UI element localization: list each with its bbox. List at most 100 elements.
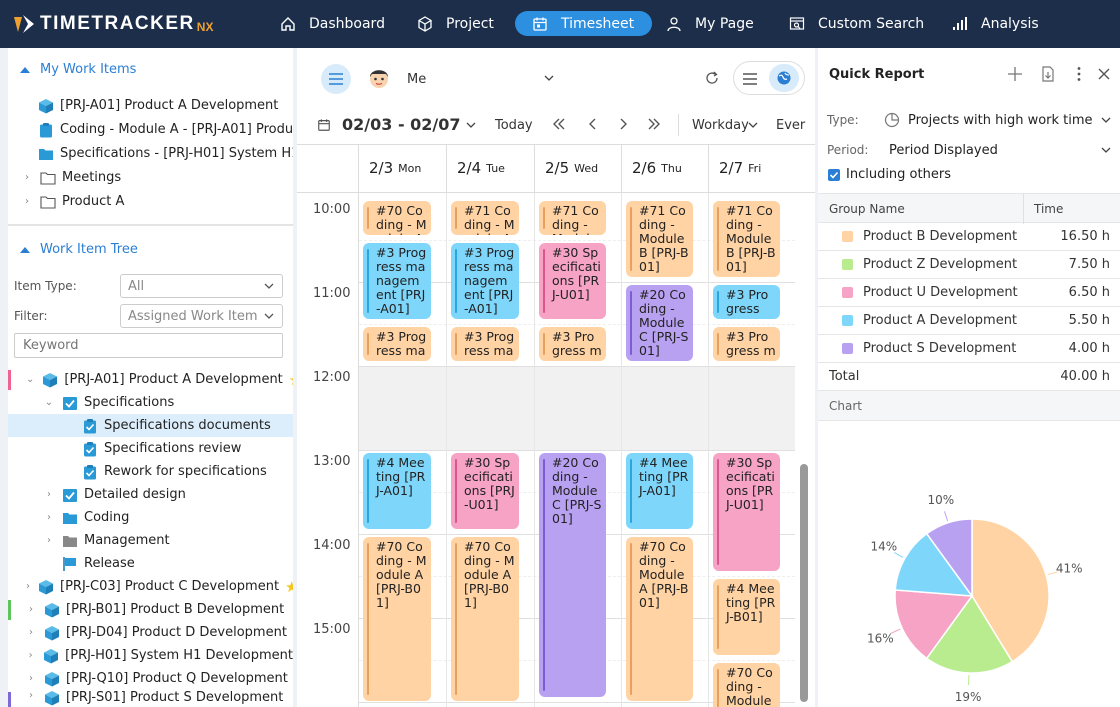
- col-group-name[interactable]: Group Name: [829, 202, 905, 216]
- report-row[interactable]: Product Z Development 7.50 h: [818, 251, 1120, 279]
- time-entry[interactable]: #70 Coding - Module A [PRJ-B01]: [363, 537, 431, 701]
- tree-item-project[interactable]: ⌄ [PRJ-A01] Product A Development ★: [26, 368, 293, 391]
- item-type-select[interactable]: All: [120, 274, 283, 298]
- app-logo[interactable]: TIMETRACKER NX: [12, 10, 213, 38]
- report-row[interactable]: Product B Development 16.50 h: [818, 223, 1120, 251]
- my-work-item[interactable]: Coding - Module A - [PRJ-A01] Product A …: [38, 118, 293, 141]
- pie-slice[interactable]: [894, 589, 974, 660]
- avatar[interactable]: [366, 65, 392, 91]
- tree-item-task[interactable]: Specifications documents: [82, 414, 293, 437]
- nav-my-page[interactable]: My Page: [665, 11, 754, 36]
- nav-dashboard[interactable]: Dashboard: [279, 11, 385, 36]
- chevron-right-icon[interactable]: ›: [28, 650, 33, 661]
- nav-analysis[interactable]: Analysis: [951, 11, 1039, 36]
- type-select[interactable]: Projects with high work time: [884, 110, 1114, 130]
- tree-item-project[interactable]: › [PRJ-H01] System H1 Development: [26, 644, 293, 667]
- user-name[interactable]: Me: [407, 72, 427, 87]
- time-entry[interactable]: #3 Progress manage: [713, 327, 780, 361]
- period-select[interactable]: Period Displayed: [884, 140, 1114, 160]
- day-header-mon[interactable]: 2/3 Mon: [358, 144, 446, 192]
- time-entry[interactable]: #71 Coding - Module B [PRJ-B01]: [626, 201, 693, 277]
- refresh-icon[interactable]: [704, 70, 720, 90]
- pie-slice[interactable]: [925, 518, 973, 599]
- chevron-right-icon[interactable]: ›: [25, 196, 29, 207]
- tree-item-project[interactable]: › [PRJ-B01] Product B Development: [26, 598, 293, 621]
- chevron-right-icon[interactable]: ›: [47, 489, 51, 500]
- time-entry[interactable]: #70 Coding - Module A [PRJ-B01]: [626, 537, 693, 701]
- pie-slice[interactable]: [925, 594, 1014, 674]
- report-row[interactable]: Product S Development 4.00 h: [818, 335, 1120, 363]
- tree-item-project[interactable]: › [PRJ-Q10] Product Q Development: [26, 667, 293, 690]
- my-work-item[interactable]: › Product A: [22, 190, 277, 213]
- list-view-icon[interactable]: [743, 73, 757, 89]
- prev-week-icon[interactable]: [551, 116, 567, 136]
- chevron-right-icon[interactable]: ›: [25, 172, 29, 183]
- user-dropdown-chevron-icon[interactable]: [543, 72, 555, 88]
- star-icon[interactable]: ★: [289, 371, 293, 389]
- chevron-right-icon[interactable]: ›: [47, 535, 51, 546]
- date-range[interactable]: 02/03 - 02/07: [342, 115, 461, 134]
- report-row[interactable]: Product U Development 6.50 h: [818, 279, 1120, 307]
- day-header-thu[interactable]: 2/6 Thu: [621, 144, 708, 192]
- tree-item-project[interactable]: › [PRJ-D04] Product D Development: [26, 621, 293, 644]
- star-icon[interactable]: ★: [285, 577, 293, 596]
- chevron-right-icon[interactable]: ›: [47, 512, 51, 523]
- my-work-item[interactable]: Specifications - [PRJ-H01] System H1 Dev…: [38, 142, 293, 165]
- chevron-right-icon[interactable]: ›: [29, 604, 33, 615]
- time-entry[interactable]: #30 Specifications [PRJ-U01]: [539, 243, 606, 319]
- today-button[interactable]: Today: [495, 118, 533, 133]
- next-week-icon[interactable]: [646, 116, 662, 136]
- time-entry[interactable]: #3 Progress management [PRJ-A01]: [451, 243, 519, 319]
- day-header-fri[interactable]: 2/7 Fri: [708, 144, 795, 192]
- tree-item-project[interactable]: › [PRJ-C03] Product C Development ★: [26, 575, 293, 598]
- time-entry[interactable]: #71 Coding - Module B [PRJ-B01]: [713, 201, 780, 277]
- time-entry[interactable]: #3 Progress manage: [539, 327, 606, 361]
- my-work-item[interactable]: [PRJ-A01] Product A Development: [38, 94, 293, 117]
- chevron-right-icon[interactable]: ›: [29, 627, 33, 638]
- tree-item-folder[interactable]: ⌄ Specifications: [44, 391, 293, 414]
- pie-slice[interactable]: [894, 532, 974, 597]
- time-entry[interactable]: #71 Coding - Module A: [451, 201, 519, 235]
- download-icon[interactable]: [1041, 66, 1055, 86]
- time-entry[interactable]: #70 Coding - Module: [713, 663, 780, 707]
- nav-custom-search[interactable]: Custom Search: [788, 11, 924, 36]
- date-range-chevron-icon[interactable]: [465, 119, 477, 135]
- tree-item-folder[interactable]: › Coding: [44, 506, 293, 529]
- workday-chevron-icon[interactable]: [747, 119, 759, 135]
- time-entry[interactable]: #3 Progress: [713, 285, 780, 319]
- menu-toggle-button[interactable]: [321, 64, 351, 94]
- time-entry[interactable]: #3 Progress management [PRJ-A01]: [363, 243, 431, 319]
- day-header-tue[interactable]: 2/4 Tue: [446, 144, 534, 192]
- including-others-checkbox[interactable]: Including others: [828, 167, 951, 182]
- chevron-down-icon[interactable]: ⌄: [26, 374, 35, 385]
- tree-item-milestone[interactable]: Release: [62, 552, 293, 575]
- time-entry[interactable]: #3 Progress management: [363, 327, 431, 361]
- day-header-wed[interactable]: 2/5 Wed: [534, 144, 621, 192]
- tree-item-folder[interactable]: › Management: [44, 529, 293, 552]
- chevron-down-icon[interactable]: ⌄: [44, 397, 54, 408]
- next-day-icon[interactable]: [615, 116, 631, 136]
- col-time[interactable]: Time: [1034, 202, 1064, 216]
- globe-view-icon[interactable]: [769, 64, 799, 92]
- more-options-icon[interactable]: [1076, 66, 1082, 86]
- time-entry[interactable]: #30 Specifications [PRJ-U01]: [713, 453, 780, 571]
- nav-timesheet[interactable]: Timesheet: [515, 11, 653, 36]
- chevron-right-icon[interactable]: ›: [26, 581, 30, 592]
- tree-item-folder[interactable]: › Detailed design: [44, 483, 293, 506]
- tree-item-task[interactable]: Specifications review: [82, 437, 293, 460]
- time-entry[interactable]: #4 Meeting [PRJ-A01]: [626, 453, 693, 529]
- workday-select[interactable]: Workday: [692, 118, 749, 133]
- every-select[interactable]: Ever: [776, 118, 806, 133]
- time-entry[interactable]: #70 Coding - Module A [PRJ-B01]: [451, 537, 519, 701]
- my-work-item[interactable]: › Meetings: [22, 166, 277, 189]
- close-icon[interactable]: [1098, 68, 1110, 84]
- chevron-right-icon[interactable]: ›: [29, 673, 33, 684]
- my-work-items-header[interactable]: My Work Items: [20, 62, 136, 77]
- tree-item-task[interactable]: Rework for specifications: [82, 460, 293, 483]
- prev-day-icon[interactable]: [585, 116, 601, 136]
- time-entry[interactable]: #20 Coding - Module C [PRJ-S01]: [539, 453, 606, 697]
- chevron-right-icon[interactable]: ›: [29, 690, 33, 701]
- nav-project[interactable]: Project: [416, 11, 494, 36]
- time-entry[interactable]: #4 Meeting [PRJ-B01]: [713, 579, 780, 655]
- time-entry[interactable]: #70 Coding - Module A: [363, 201, 431, 235]
